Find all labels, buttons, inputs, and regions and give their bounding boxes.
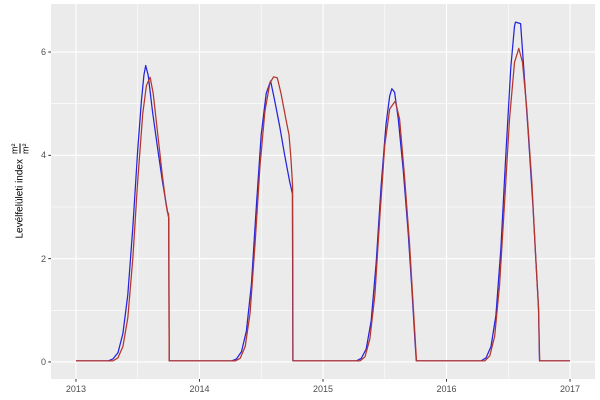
y-tick-label: 2 — [40, 253, 46, 264]
x-tick-label: 2015 — [312, 384, 334, 394]
x-tick-label: 2016 — [436, 384, 457, 394]
red-lai-curve-line — [76, 47, 570, 362]
x-tick-label: 2013 — [65, 384, 86, 394]
y-axis-title-text: Levélfelületi index — [14, 159, 26, 239]
x-tick-label: 2017 — [560, 384, 581, 394]
x-tick-label: 2014 — [189, 384, 210, 394]
y-tick-label: 6 — [40, 47, 46, 58]
y-tick-label: 0 — [40, 356, 46, 367]
y-tick-label: 4 — [40, 150, 46, 161]
